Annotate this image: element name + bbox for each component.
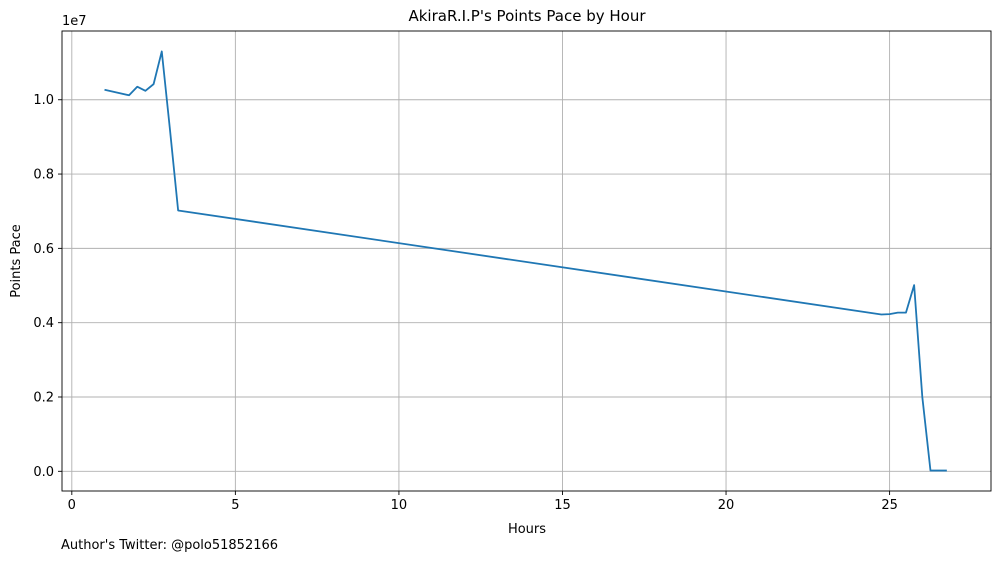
y-tick-label: 0.2 — [33, 390, 54, 405]
y-tick-label: 0.6 — [33, 242, 54, 257]
series-layer — [104, 50, 947, 472]
y-offset-label: 1e7 — [62, 14, 87, 29]
plot-frame — [61, 30, 992, 492]
points-pace-line — [104, 50, 947, 472]
x-tick-label: 15 — [554, 498, 571, 513]
x-tick-label: 10 — [391, 498, 408, 513]
y-tick-label: 0.8 — [33, 168, 54, 183]
y-tick-label: 0.4 — [33, 316, 54, 331]
x-tick-label: 5 — [231, 498, 239, 513]
author-twitter-note: Author's Twitter: @polo51852166 — [61, 538, 279, 553]
y-axis-label: Points Pace — [9, 224, 24, 298]
y-tick-label: 1.0 — [33, 93, 54, 108]
grid-lines — [62, 31, 991, 491]
x-axis-label: Hours — [508, 522, 546, 537]
y-tick-label: 0.0 — [33, 465, 54, 480]
x-ticks: 0 5 10 15 20 25 — [68, 491, 898, 513]
x-tick-label: 0 — [68, 498, 76, 513]
x-tick-label: 25 — [881, 498, 898, 513]
chart-title: AkiraR.I.P's Points Pace by Hour — [408, 7, 646, 25]
y-ticks: 0.0 0.2 0.4 0.6 0.8 1.0 — [33, 93, 62, 480]
x-tick-label: 20 — [718, 498, 735, 513]
